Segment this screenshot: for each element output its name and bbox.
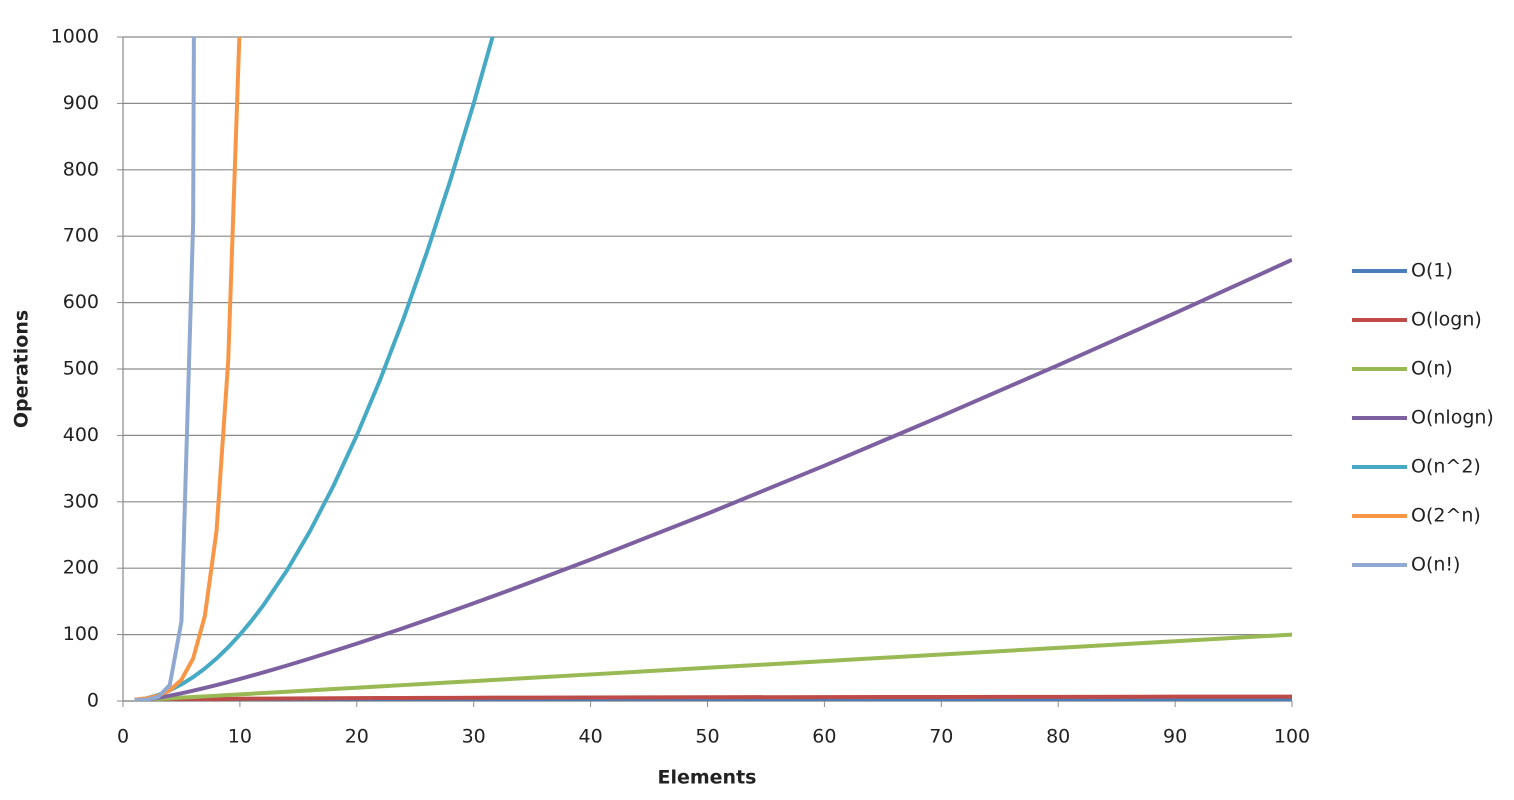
x-tick-label: 90 (1163, 726, 1187, 748)
y-tick-label: 600 (63, 291, 99, 313)
y-tick-label: 900 (63, 92, 99, 114)
y-tick-label: 400 (63, 424, 99, 446)
y-axis-label: Operations (11, 310, 33, 428)
y-tick-label: 1000 (51, 26, 99, 48)
legend-label: O(nlogn) (1411, 407, 1494, 429)
x-tick-label: 50 (695, 726, 719, 748)
x-tick-label: 0 (117, 726, 129, 748)
series-line (134, 37, 196, 701)
y-tick-label: 800 (63, 158, 99, 180)
x-tick-label: 20 (345, 726, 369, 748)
x-tick-label: 30 (462, 726, 486, 748)
x-tick-label: 70 (929, 726, 953, 748)
legend-label: O(1) (1411, 260, 1453, 282)
y-tick-label: 0 (87, 690, 99, 712)
series-line (134, 258, 1292, 701)
legend-label: O(n) (1411, 358, 1453, 380)
x-tick-label: 40 (579, 726, 603, 748)
x-tick-label: 60 (812, 726, 836, 748)
y-tick-label: 200 (63, 557, 99, 579)
legend-label: O(logn) (1411, 309, 1482, 331)
x-tick-label: 100 (1274, 726, 1310, 748)
x-axis-label: Elements (658, 767, 757, 789)
x-tick-label: 10 (228, 726, 252, 748)
y-tick-label: 700 (63, 225, 99, 247)
y-tick-label: 100 (63, 623, 99, 645)
legend-label: O(n!) (1411, 554, 1460, 576)
legend-label: O(2^n) (1411, 505, 1481, 527)
series-line (134, 694, 1292, 701)
series-line (134, 632, 1292, 701)
x-tick-label: 80 (1046, 726, 1070, 748)
y-tick-label: 300 (63, 490, 99, 512)
legend-label: O(n^2) (1411, 456, 1481, 478)
y-tick-label: 500 (63, 358, 99, 380)
